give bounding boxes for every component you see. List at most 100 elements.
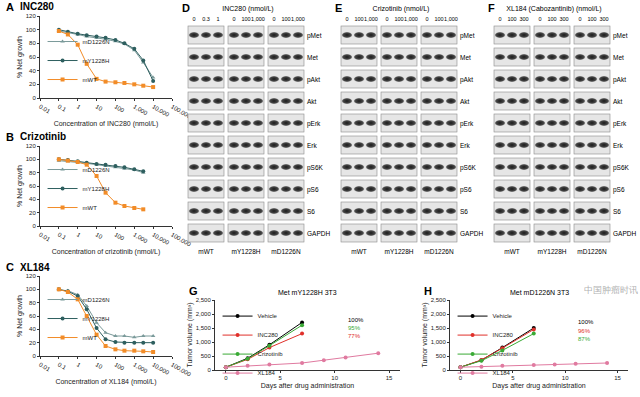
svg-text:mD1226N: mD1226N	[271, 248, 301, 255]
svg-text:pS6K: pS6K	[307, 164, 324, 172]
svg-text:Crizotinib: Crizotinib	[493, 351, 519, 357]
svg-text:40: 40	[29, 326, 36, 332]
svg-text:G: G	[189, 285, 198, 297]
svg-text:mWT: mWT	[351, 248, 367, 255]
svg-text:100,000: 100,000	[170, 231, 192, 247]
svg-text:mY1228H: mY1228H	[83, 316, 110, 322]
svg-text:B: B	[6, 131, 14, 143]
svg-text:80: 80	[29, 300, 36, 306]
svg-text:2,000: 2,000	[196, 311, 212, 317]
svg-text:1,000: 1,000	[132, 103, 149, 116]
svg-text:pMet: pMet	[613, 32, 628, 40]
svg-text:300: 300	[519, 16, 528, 22]
svg-text:1,000: 1,000	[251, 16, 265, 22]
svg-text:pMet: pMet	[307, 32, 322, 40]
svg-text:10,000: 10,000	[151, 231, 170, 246]
svg-text:0: 0	[459, 375, 463, 381]
svg-text:100: 100	[394, 16, 403, 22]
svg-text:Tumor volume (mm³): Tumor volume (mm³)	[186, 302, 194, 367]
svg-text:E: E	[335, 2, 342, 14]
svg-text:H: H	[424, 285, 432, 297]
svg-text:XL184: XL184	[20, 262, 50, 273]
svg-text:2,500: 2,500	[196, 297, 212, 303]
svg-text:0.1: 0.1	[57, 231, 68, 241]
svg-text:0: 0	[272, 16, 275, 22]
svg-text:Crizotinib: Crizotinib	[258, 351, 284, 357]
svg-text:0: 0	[32, 223, 36, 229]
svg-text:pS6K: pS6K	[613, 164, 630, 172]
svg-text:XL184: XL184	[258, 370, 276, 376]
svg-text:Met mD1226N 3T3: Met mD1226N 3T3	[510, 289, 569, 296]
svg-text:Erk: Erk	[307, 142, 318, 149]
svg-text:1: 1	[76, 231, 82, 238]
svg-text:20: 20	[29, 340, 36, 346]
svg-text:300: 300	[599, 16, 608, 22]
svg-text:mD1226N: mD1226N	[83, 297, 110, 303]
svg-text:10: 10	[562, 375, 569, 381]
svg-text:Met mY1228H 3T3: Met mY1228H 3T3	[278, 289, 337, 296]
svg-text:GAPDH: GAPDH	[460, 230, 483, 237]
svg-text:0: 0	[578, 16, 581, 22]
svg-text:% Net growth: % Net growth	[16, 165, 24, 207]
svg-text:100: 100	[241, 16, 250, 22]
svg-text:INC280: INC280	[258, 332, 279, 338]
svg-text:F: F	[488, 2, 495, 14]
svg-text:10: 10	[95, 231, 104, 240]
svg-text:XL184: XL184	[493, 370, 511, 376]
svg-text:0: 0	[498, 16, 501, 22]
svg-text:Days after drug administration: Days after drug administration	[492, 382, 585, 390]
svg-text:GAPDH: GAPDH	[613, 230, 636, 237]
svg-text:60: 60	[29, 54, 36, 60]
svg-text:Concentration of INC280 (nmol/: Concentration of INC280 (nmol/L)	[54, 120, 159, 128]
svg-text:500: 500	[436, 353, 447, 359]
svg-text:1: 1	[76, 361, 82, 368]
svg-text:0: 0	[207, 367, 211, 373]
svg-text:100: 100	[434, 16, 443, 22]
svg-text:Met: Met	[307, 54, 318, 61]
svg-text:80: 80	[29, 170, 36, 176]
svg-text:1,000: 1,000	[196, 339, 212, 345]
svg-text:500: 500	[201, 353, 212, 359]
svg-text:pErk: pErk	[613, 120, 627, 128]
svg-text:Crizotinib: Crizotinib	[20, 131, 66, 142]
svg-text:0.1: 0.1	[57, 361, 68, 371]
svg-text:Akt: Akt	[613, 98, 623, 105]
svg-text:100: 100	[113, 361, 125, 372]
svg-text:0: 0	[385, 16, 388, 22]
svg-text:C: C	[6, 261, 14, 273]
svg-text:pErk: pErk	[307, 120, 321, 128]
svg-text:100: 100	[281, 16, 290, 22]
svg-text:0.01: 0.01	[38, 231, 52, 242]
svg-text:Akt: Akt	[460, 98, 470, 105]
svg-text:0: 0	[442, 367, 446, 373]
svg-text:pS6: pS6	[307, 186, 319, 194]
svg-text:0: 0	[32, 353, 36, 359]
svg-text:S6: S6	[307, 208, 315, 215]
svg-text:0: 0	[192, 16, 195, 22]
svg-text:1: 1	[76, 103, 82, 110]
svg-text:中国肿瘤时讯: 中国肿瘤时讯	[584, 285, 638, 295]
svg-text:0: 0	[32, 95, 36, 101]
svg-text:mY1228H: mY1228H	[83, 58, 110, 64]
svg-text:pErk: pErk	[460, 120, 474, 128]
svg-text:100: 100	[113, 231, 125, 242]
svg-text:40: 40	[29, 68, 36, 74]
svg-text:300: 300	[559, 16, 568, 22]
svg-text:mWT: mWT	[198, 248, 214, 255]
svg-text:0: 0	[538, 16, 541, 22]
svg-text:100: 100	[113, 103, 125, 114]
svg-text:100: 100	[587, 16, 596, 22]
svg-text:10: 10	[95, 103, 104, 112]
svg-text:0.1: 0.1	[57, 103, 68, 113]
svg-text:10,000: 10,000	[151, 361, 170, 376]
svg-text:mWT: mWT	[504, 248, 520, 255]
svg-text:15: 15	[614, 375, 621, 381]
svg-text:1,000: 1,000	[364, 16, 378, 22]
svg-text:mWT: mWT	[83, 205, 98, 211]
svg-text:100,000: 100,000	[170, 361, 192, 377]
svg-text:pAkt: pAkt	[460, 76, 473, 84]
svg-text:0: 0	[224, 375, 228, 381]
svg-text:0: 0	[345, 16, 348, 22]
svg-text:60: 60	[29, 313, 36, 319]
svg-text:120: 120	[26, 273, 37, 279]
